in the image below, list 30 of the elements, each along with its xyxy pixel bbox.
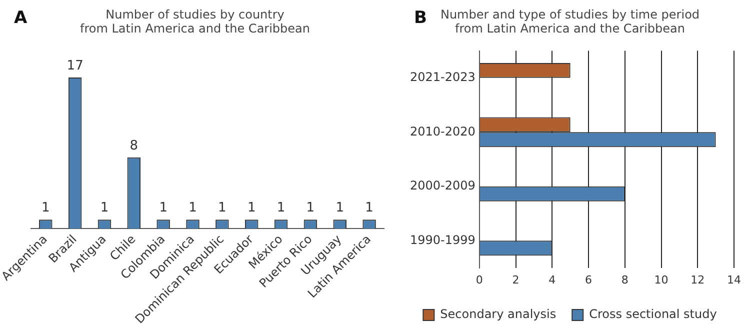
data-label: 1 [336, 200, 344, 216]
data-label: 8 [130, 138, 138, 154]
x-tick-label: 10 [654, 273, 668, 286]
data-label: 1 [42, 200, 50, 216]
text: A [14, 8, 28, 28]
legend-label: Secondary analysis [440, 307, 556, 322]
y-tick-label: 2010-2020 [410, 124, 476, 138]
data-label: 1 [365, 200, 374, 216]
data-label: 1 [100, 200, 109, 216]
text: B [414, 8, 427, 28]
data-label: 17 [66, 58, 84, 74]
data-label: 1 [218, 200, 226, 216]
x-tick-label: 14 [727, 273, 741, 286]
y-tick-label: 1990-1999 [410, 232, 476, 247]
data-label: 1 [306, 200, 315, 216]
x-tick-label: 0 [476, 273, 483, 286]
x-tick-label: 4 [548, 273, 556, 286]
x-tick-label: 2 [512, 273, 520, 286]
data-label: 1 [276, 200, 286, 216]
data-label: 1 [188, 200, 197, 216]
y-tick-label: 2000-2009 [410, 178, 476, 193]
x-tick-label: 6 [585, 273, 592, 286]
data-label: 1 [247, 200, 256, 216]
data-label: 1 [159, 200, 168, 216]
x-tick-label: 8 [621, 273, 628, 286]
x-tick-label: 12 [690, 273, 705, 286]
chart-title: Number of studies by country from Latin America and the Caribbean [80, 7, 310, 36]
legend-label: Cross sectional study [589, 307, 717, 322]
y-tick-label: 2021-2023 [410, 70, 476, 84]
chart-title: Number and type of studies by time period from Latin America and the Caribbean [440, 7, 700, 36]
